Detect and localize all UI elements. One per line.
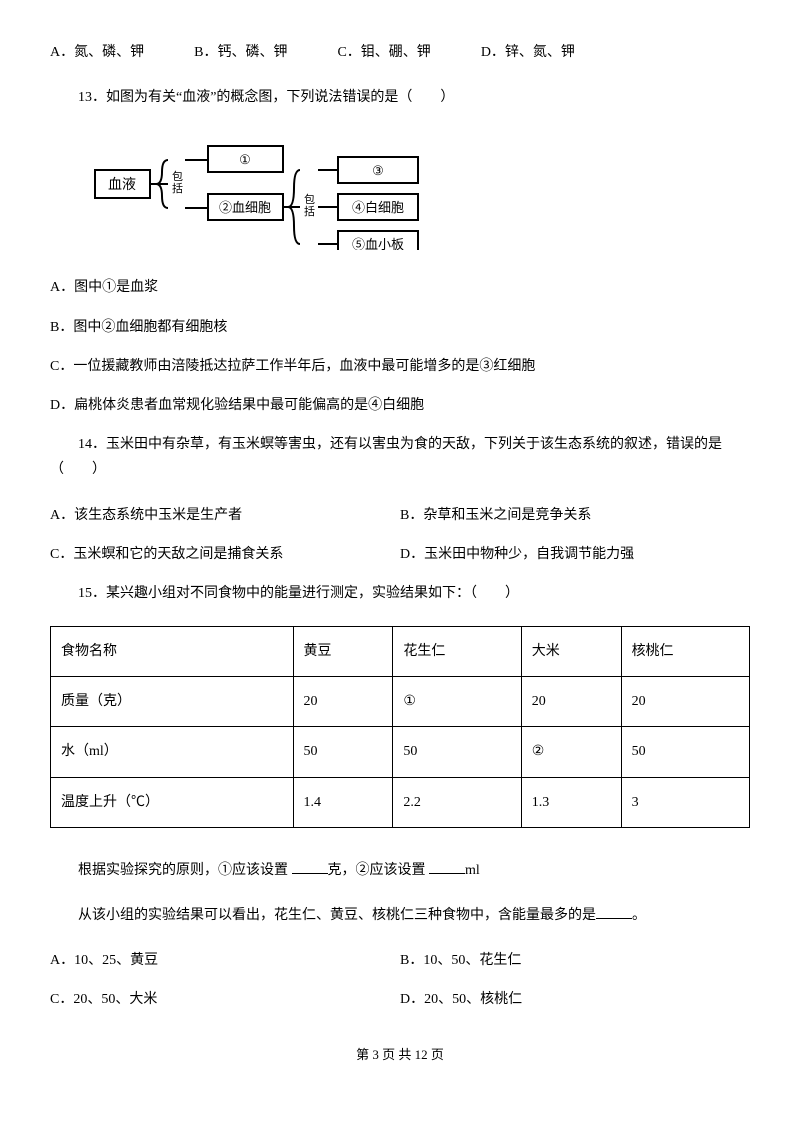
diagram-box-2: ②血细胞 [219, 200, 271, 215]
q13-optA: A．图中①是血浆 [50, 275, 750, 300]
q15-text: 15．某兴趣小组对不同食物中的能量进行测定，实验结果如下：（ ） [50, 581, 750, 606]
diagram-box-1: ① [239, 152, 251, 167]
table-row: 质量（克） 20 ① 20 20 [51, 677, 750, 727]
q15-optC: C．20、50、大米 [50, 987, 400, 1012]
th-3: 大米 [521, 627, 621, 677]
blank-input [292, 859, 328, 874]
q12-optB: B．钙、磷、钾 [194, 40, 287, 65]
q12-optA: A．氮、磷、钾 [50, 40, 144, 65]
q14-text: 14．玉米田中有杂草，有玉米螟等害虫，还有以害虫为食的天敌，下列关于该生态系统的… [50, 432, 750, 482]
q14-optA: A．该生态系统中玉米是生产者 [50, 503, 400, 528]
diagram-box-4: ④白细胞 [352, 200, 404, 215]
page-footer: 第 3 页 共 12 页 [50, 1043, 750, 1066]
q14-optB: B．杂草和玉米之间是竞争关系 [400, 503, 750, 528]
th-2: 花生仁 [393, 627, 521, 677]
q15-optD: D．20、50、核桃仁 [400, 987, 750, 1012]
q15-optA: A．10、25、黄豆 [50, 948, 400, 973]
table-header-row: 食物名称 黄豆 花生仁 大米 核桃仁 [51, 627, 750, 677]
th-1: 黄豆 [293, 627, 393, 677]
q15-line1: 根据实验探究的原则，①应该设置 克，②应该设置 ml [50, 858, 750, 883]
diagram-bracket1-b: 括 [172, 181, 183, 195]
q15-line2: 从该小组的实验结果可以看出，花生仁、黄豆、核桃仁三种食物中，含能量最多的是。 [50, 903, 750, 928]
q13-optB: B．图中②血细胞都有细胞核 [50, 315, 750, 340]
diagram-box-blood: 血液 [108, 177, 136, 193]
q13-text: 13．如图为有关“血液”的概念图，下列说法错误的是（ ） [50, 85, 750, 110]
q13-optC: C．一位援藏教师由涪陵抵达拉萨工作半年后，血液中最可能增多的是③红细胞 [50, 354, 750, 379]
diagram-bracket2-b: 括 [304, 204, 315, 218]
table-row: 水（ml） 50 50 ② 50 [51, 727, 750, 777]
q15-optB: B．10、50、花生仁 [400, 948, 750, 973]
diagram-bracket1-a: 包 [172, 170, 183, 183]
q15-table: 食物名称 黄豆 花生仁 大米 核桃仁 质量（克） 20 ① 20 20 水（ml… [50, 626, 750, 828]
q12-optD: D．锌、氮、钾 [481, 40, 575, 65]
diagram-box-3: ③ [372, 163, 384, 178]
q13-optD: D．扁桃体炎患者血常规化验结果中最可能偏高的是④白细胞 [50, 393, 750, 418]
q12-optC: C．钼、硼、钾 [337, 40, 430, 65]
q13-diagram: 血液 包 括 ① ②血细胞 包 括 ③ ④白细胞 ⑤血小板 [90, 130, 750, 250]
table-row: 温度上升（℃） 1.4 2.2 1.3 3 [51, 777, 750, 827]
blank-input [429, 859, 465, 874]
q14-optD: D．玉米田中物种少，自我调节能力强 [400, 542, 750, 567]
q12-options: A．氮、磷、钾 B．钙、磷、钾 C．钼、硼、钾 D．锌、氮、钾 [50, 40, 750, 65]
diagram-bracket2-a: 包 [304, 193, 315, 206]
blank-input [596, 904, 632, 919]
th-0: 食物名称 [51, 627, 294, 677]
th-4: 核桃仁 [621, 627, 749, 677]
diagram-box-5: ⑤血小板 [352, 237, 404, 250]
q14-optC: C．玉米螟和它的天敌之间是捕食关系 [50, 542, 400, 567]
